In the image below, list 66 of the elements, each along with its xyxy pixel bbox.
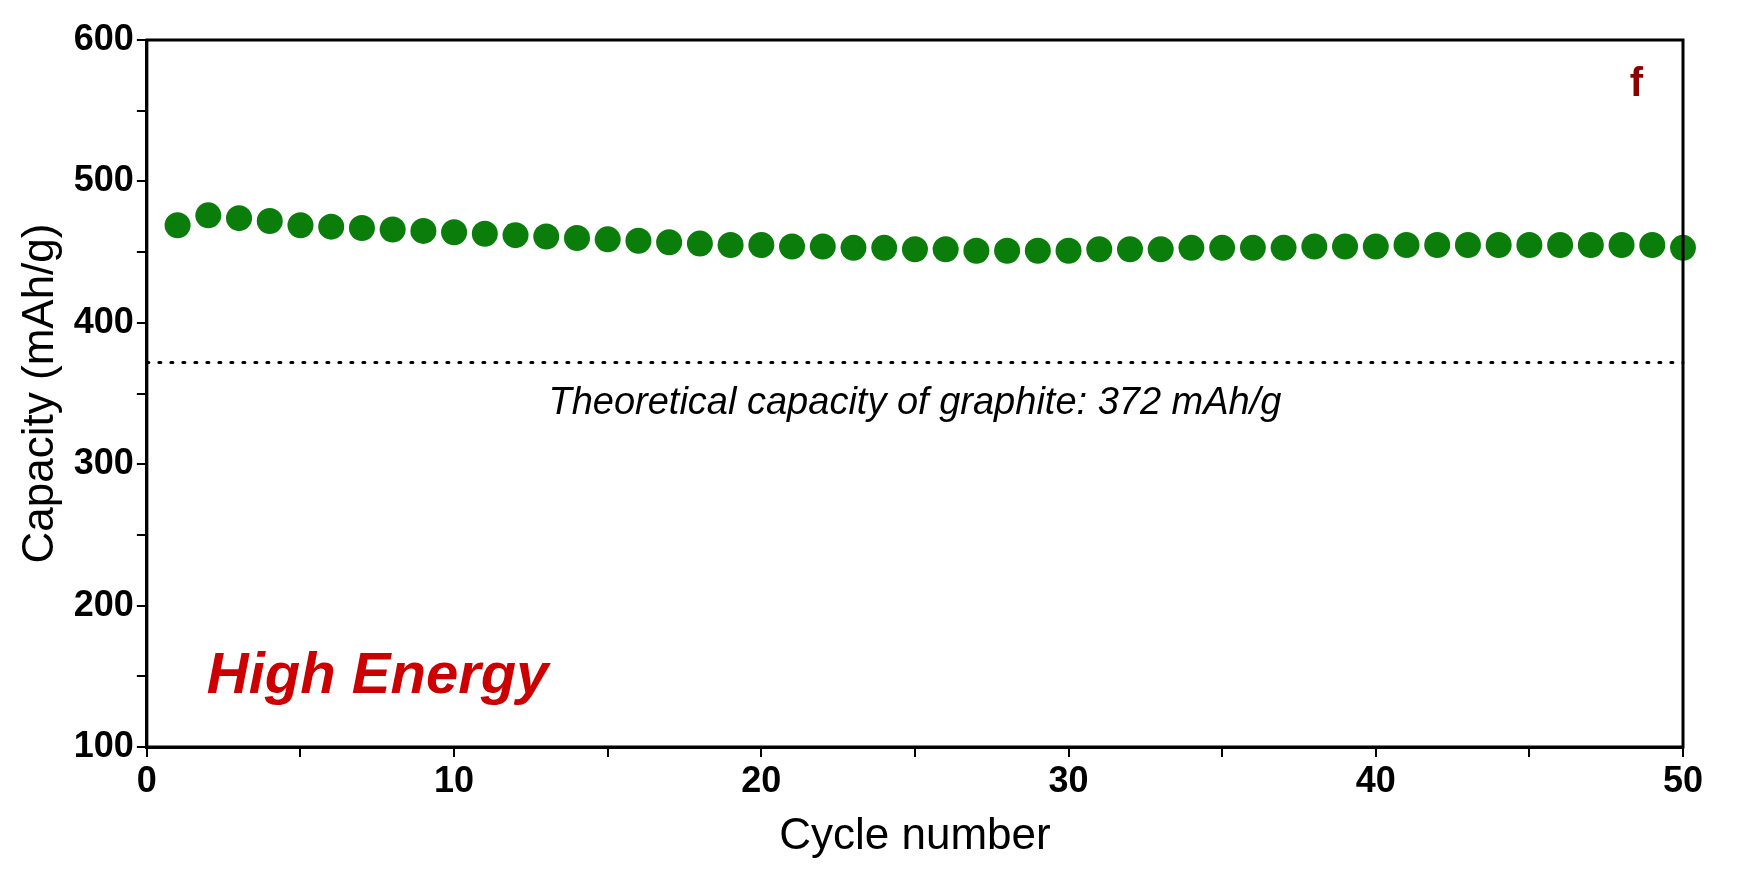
- point: [1485, 232, 1512, 259]
- point: [1270, 234, 1297, 261]
- point: [1639, 232, 1666, 259]
- x-tick-label: 0: [136, 758, 157, 800]
- point: [1332, 233, 1359, 260]
- point: [379, 216, 406, 243]
- point: [656, 229, 683, 256]
- point: [779, 233, 806, 260]
- x-tick-label: 40: [1355, 758, 1396, 800]
- annotation: High Energy: [206, 640, 552, 705]
- point: [1024, 237, 1051, 264]
- point: [1547, 232, 1574, 259]
- point: [410, 217, 437, 244]
- y-tick-label: 200: [73, 582, 134, 624]
- x-tick-label: 20: [741, 758, 782, 800]
- point: [1055, 237, 1082, 264]
- point: [1393, 232, 1420, 259]
- point: [441, 219, 468, 246]
- point: [1086, 236, 1113, 263]
- y-axis-title: Capacity (mAh/g): [12, 223, 62, 564]
- x-tick-label: 50: [1662, 758, 1704, 800]
- point: [625, 227, 652, 254]
- point: [1116, 236, 1143, 263]
- point: [563, 224, 590, 251]
- point: [1516, 232, 1543, 259]
- y-tick-label: 500: [73, 158, 134, 200]
- point: [1454, 232, 1481, 259]
- point: [1362, 233, 1389, 260]
- point: [1608, 232, 1635, 259]
- point: [932, 236, 959, 263]
- x-axis-title: Cycle number: [779, 808, 1051, 858]
- point: [871, 234, 898, 261]
- point: [686, 230, 713, 257]
- point: [195, 202, 222, 229]
- point: [287, 212, 314, 239]
- point: [1209, 234, 1236, 261]
- y-tick-label: 600: [73, 16, 134, 58]
- y-tick-label: 300: [73, 441, 134, 483]
- point: [1424, 232, 1451, 259]
- point: [901, 236, 928, 263]
- point: [318, 213, 345, 240]
- annotation: f: [1629, 60, 1644, 105]
- point: [809, 233, 836, 260]
- point: [594, 226, 621, 253]
- point: [1301, 233, 1328, 260]
- point: [256, 207, 283, 234]
- x-tick-label: 10: [434, 758, 475, 800]
- y-tick-label: 100: [73, 723, 134, 765]
- ref-line-label: Theoretical capacity of graphite: 372 mAh/g: [548, 379, 1282, 422]
- point: [1147, 236, 1174, 263]
- point: [748, 232, 775, 259]
- point: [164, 212, 191, 239]
- point: [471, 220, 498, 247]
- point: [1239, 234, 1266, 261]
- point: [533, 223, 560, 250]
- point: [994, 237, 1021, 264]
- x-tick-label: 30: [1048, 758, 1089, 800]
- point: [1577, 232, 1604, 259]
- point: [717, 232, 744, 259]
- point: [502, 222, 529, 249]
- point: [963, 237, 990, 264]
- point: [348, 215, 375, 242]
- point: [226, 205, 253, 232]
- y-tick-label: 400: [73, 299, 134, 341]
- point: [1178, 234, 1205, 261]
- point: [840, 234, 867, 261]
